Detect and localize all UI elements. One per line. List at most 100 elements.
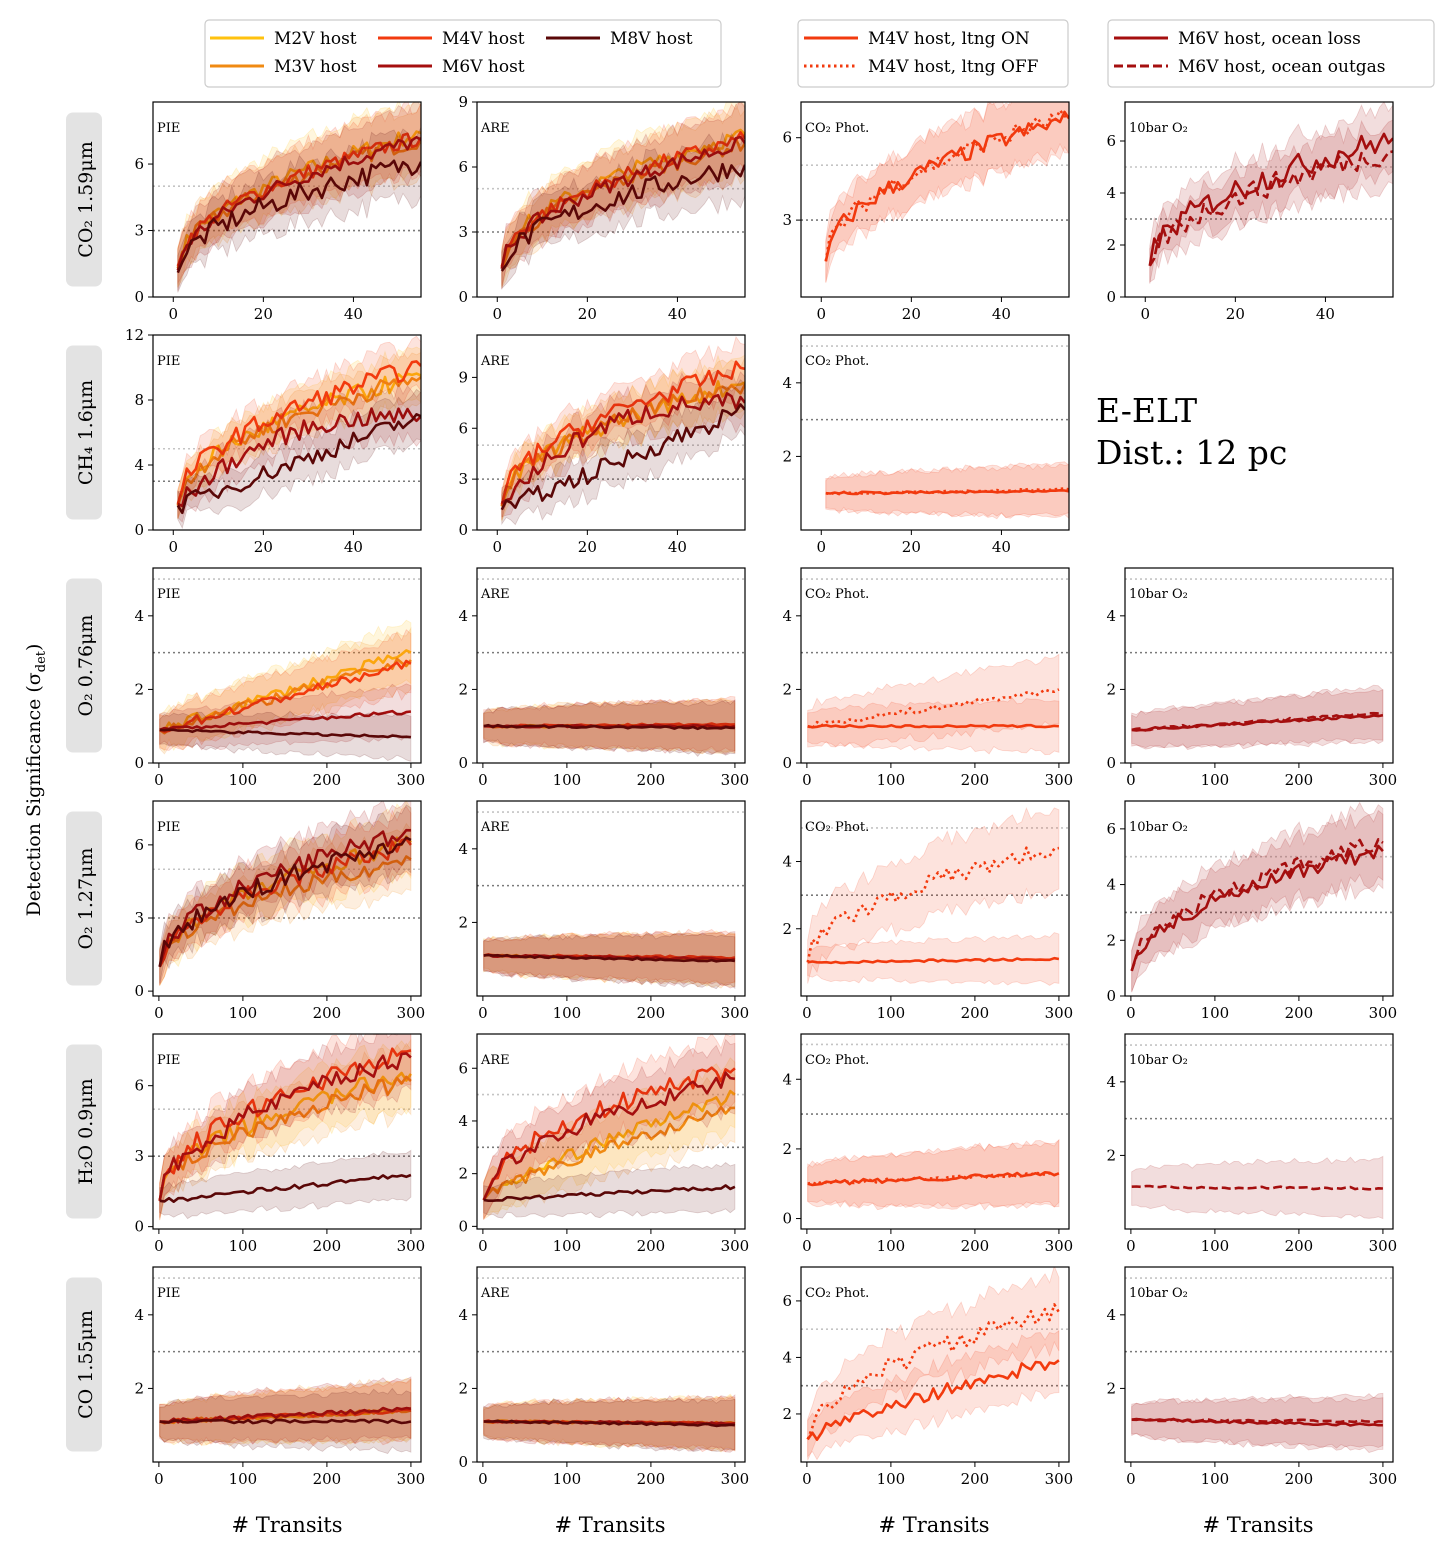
legend-0: M2V host M3V host M4V host M6V host M8V host: [204, 19, 722, 88]
series-line: [806, 1359, 1060, 1441]
y-tick-label: 2: [782, 680, 792, 698]
panel-tag: CO₂ Phot.: [805, 587, 869, 602]
y-tick-label: 0: [1106, 754, 1116, 772]
y-tick-label: 4: [458, 1306, 468, 1324]
series-line: [483, 1184, 736, 1202]
y-tick-label: 2: [1106, 931, 1116, 949]
uncertainty-band: [501, 369, 745, 518]
x-tick-label: 200: [1285, 1004, 1314, 1022]
panel-tag: CO₂ Phot.: [805, 1286, 869, 1301]
uncertainty-band: [501, 335, 745, 520]
x-tick-label: 100: [229, 1004, 258, 1022]
axes-frame: [1124, 101, 1394, 298]
y-tick-label: 6: [458, 1059, 468, 1077]
y-tick-label: 12: [125, 326, 144, 344]
panel-r3c2: 2 4 0 100 200 300 CO₂ Phot.: [782, 800, 1074, 1022]
panel-r1c0: 0 4 8 12 0 20 40 PIE CH₄ 1.6μm: [66, 326, 422, 556]
x-tick-label: 0: [478, 1470, 488, 1488]
plot-area: [153, 335, 421, 530]
axes-frame: [152, 567, 422, 764]
uncertainty-band: [807, 1267, 1060, 1461]
series-line: [807, 723, 1059, 729]
uncertainty-band: [159, 1377, 412, 1447]
uncertainty-band: [825, 102, 1069, 283]
panel-tag: 10bar O₂: [1129, 1053, 1188, 1068]
uncertainty-band: [159, 626, 412, 755]
series-line: [500, 135, 745, 270]
x-tick-label: 0: [1126, 771, 1136, 789]
axes-frame: [152, 1266, 422, 1463]
x-tick-label: 200: [313, 771, 342, 789]
x-tick-label: 20: [254, 538, 273, 556]
y-tick-label: 2: [782, 1405, 792, 1423]
uncertainty-band: [483, 931, 736, 989]
uncertainty-band: [1149, 119, 1393, 283]
x-tick-label: 100: [877, 1004, 906, 1022]
x-tick-label: 100: [229, 1470, 258, 1488]
x-tick-label: 0: [802, 1470, 812, 1488]
y-tick-label: 4: [782, 1348, 792, 1366]
axes-frame: [800, 334, 1070, 531]
figure-ylabel: Detection Significance (σdet): [23, 644, 49, 917]
axes-frame: [800, 800, 1070, 997]
series-line: [176, 360, 421, 505]
axes-frame: [1124, 567, 1394, 764]
panel-tag: 10bar O₂: [1129, 121, 1188, 136]
x-tick-label: 20: [254, 305, 273, 323]
panel-r4c1: 0 2 4 6 0 100 200 300 ARE: [458, 1033, 749, 1255]
x-tick-label: 200: [961, 1004, 990, 1022]
y-tick-label: 2: [458, 680, 468, 698]
axes-frame: [800, 101, 1070, 298]
panel-r5c1: 0 2 4 0 100 200 300 ARE: [458, 1266, 749, 1488]
uncertainty-band: [159, 619, 412, 752]
series-line: [806, 846, 1060, 963]
y-tick-label: 2: [1106, 1379, 1116, 1397]
uncertainty-band: [1149, 102, 1393, 284]
panel-r5c3: 2 4 0 100 200 300 10bar O₂: [1106, 1266, 1397, 1488]
panel-r2c2: 0 2 4 0 100 200 300 CO₂ Phot.: [782, 567, 1074, 789]
panel-r3c1: 2 4 0 100 200 300 ARE: [458, 800, 749, 1022]
axes-frame: [152, 101, 422, 298]
legend-label: M6V host: [442, 57, 525, 77]
uncertainty-band: [177, 335, 421, 519]
legend-label: M6V host, ocean loss: [1178, 29, 1361, 49]
y-tick-label: 2: [458, 1379, 468, 1397]
panel-r3c3: 0 2 4 6 0 100 200 300 10bar O₂: [1106, 800, 1397, 1022]
row-label: O₂ 0.76μm: [75, 615, 97, 717]
x-axis-label-col1: # Transits: [554, 1513, 665, 1537]
panel-tag: CO₂ Phot.: [805, 354, 869, 369]
uncertainty-band: [1131, 684, 1384, 750]
plot-area: [477, 335, 745, 526]
x-tick-label: 300: [1045, 1004, 1074, 1022]
series-line: [824, 110, 1069, 262]
series-line: [1131, 711, 1383, 732]
y-tick-label: 2: [782, 1140, 792, 1158]
y-tick-label: 4: [134, 456, 144, 474]
series-line: [482, 1105, 735, 1201]
y-tick-label: 3: [458, 223, 468, 241]
y-tick-label: 0: [458, 521, 468, 539]
y-tick-label: 0: [458, 1453, 468, 1471]
x-tick-label: 0: [154, 1237, 164, 1255]
panel-r4c2: 0 2 4 0 100 200 300 CO₂ Phot.: [782, 1033, 1073, 1255]
y-tick-label: 4: [1106, 1306, 1116, 1324]
series-line: [159, 659, 412, 733]
series-line: [159, 728, 412, 739]
uncertainty-band: [159, 804, 412, 984]
plot-area: [153, 1277, 421, 1454]
x-tick-label: 300: [1369, 1237, 1398, 1255]
y-tick-label: 0: [134, 754, 144, 772]
uncertainty-band: [159, 806, 412, 986]
axes-frame: [800, 1266, 1070, 1463]
uncertainty-band: [807, 1139, 1060, 1210]
x-tick-label: 0: [816, 305, 826, 323]
x-tick-label: 300: [1045, 771, 1074, 789]
y-tick-label: 4: [1106, 184, 1116, 202]
y-tick-label: 4: [1106, 607, 1116, 625]
panel-r3c0: 0 3 6 0 100 200 300 PIE O₂ 1.27μm: [66, 800, 425, 1022]
uncertainty-band: [807, 653, 1060, 748]
x-tick-label: 40: [344, 538, 363, 556]
x-tick-label: 100: [877, 771, 906, 789]
plot-area: [153, 102, 421, 293]
series-line: [1131, 1184, 1383, 1191]
